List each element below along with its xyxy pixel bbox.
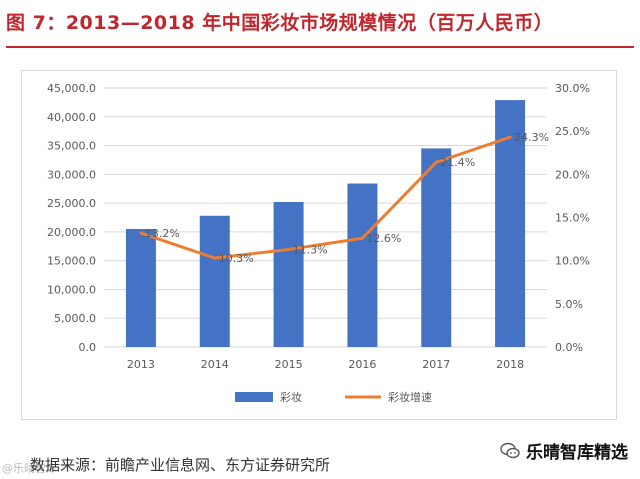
growth-point [139, 231, 143, 235]
x-tick-label: 2018 [496, 358, 524, 371]
y-right-tick-label: 25.0% [555, 125, 590, 138]
x-tick-label: 2015 [275, 358, 303, 371]
bar [125, 229, 156, 347]
brand-name: 乐晴智库精选 [526, 443, 628, 463]
chart-svg: 0.0 5,000.0 10,000.0 15,000.0 20,000.0 25,000… [47, 82, 590, 404]
y-left-tick-label: 45,000.0 [47, 82, 96, 95]
x-tick-label: 2013 [127, 358, 155, 371]
x-tick-label: 2017 [422, 358, 450, 371]
growth-data-label: 24.3% [514, 131, 549, 144]
y-right-tick-label: 20.0% [555, 168, 590, 181]
legend-swatch-bar [235, 392, 273, 402]
bar [347, 183, 378, 347]
y-left-tick-label: 5,000.0 [54, 312, 96, 325]
growth-point [360, 236, 364, 240]
y-left-tick-label: 0.0 [79, 341, 97, 354]
growth-point [434, 160, 438, 164]
y-left-tick-label: 20,000.0 [47, 226, 96, 239]
x-tick-label: 2014 [201, 358, 229, 371]
growth-line [140, 135, 511, 260]
watermark: @乐晴智库 [2, 462, 57, 475]
growth-data-label: 11.3% [293, 243, 328, 256]
y-left-tick-label: 25,000.0 [47, 197, 96, 210]
y-right-tick-label: 5.0% [555, 298, 583, 311]
growth-data-label: 13.2% [145, 227, 180, 240]
y-left-tick-label: 10,000.0 [47, 283, 96, 296]
growth-point [287, 247, 291, 251]
figure-title: 图 7：2013—2018 年中国彩妆市场规模情况（百万人民币） [6, 12, 554, 34]
growth-data-label: 12.6% [366, 232, 401, 245]
bar [199, 215, 230, 347]
bar [421, 148, 452, 347]
source-note: 数据来源：前瞻产业信息网、东方证券研究所 [30, 456, 331, 474]
chat-bubble-icon [500, 442, 520, 460]
x-tick-label: 2016 [348, 358, 376, 371]
y-right-tick-label: 30.0% [555, 82, 590, 95]
y-left-tick-label: 35,000.0 [47, 140, 96, 153]
legend-label-line: 彩妆增速 [388, 390, 432, 404]
y-left-tick-label: 40,000.0 [47, 111, 96, 124]
bar [273, 201, 304, 347]
legend-label-bar: 彩妆 [280, 391, 302, 404]
y-left-tick-label: 15,000.0 [47, 255, 96, 268]
brand-badge: 乐晴智库精选 [500, 438, 628, 463]
y-right-tick-label: 0.0% [555, 341, 583, 354]
y-right-tick-label: 10.0% [555, 255, 590, 268]
y-left-tick-label: 30,000.0 [47, 168, 96, 181]
chart-frame: 0.0 5,000.0 10,000.0 15,000.0 20,000.0 25,000… [21, 70, 617, 420]
growth-data-label: 21.4% [440, 156, 475, 169]
title-divider [6, 46, 634, 48]
growth-point [213, 256, 217, 260]
growth-data-label: 10.3% [219, 252, 254, 265]
y-right-tick-label: 15.0% [555, 212, 590, 225]
growth-point [508, 135, 512, 139]
